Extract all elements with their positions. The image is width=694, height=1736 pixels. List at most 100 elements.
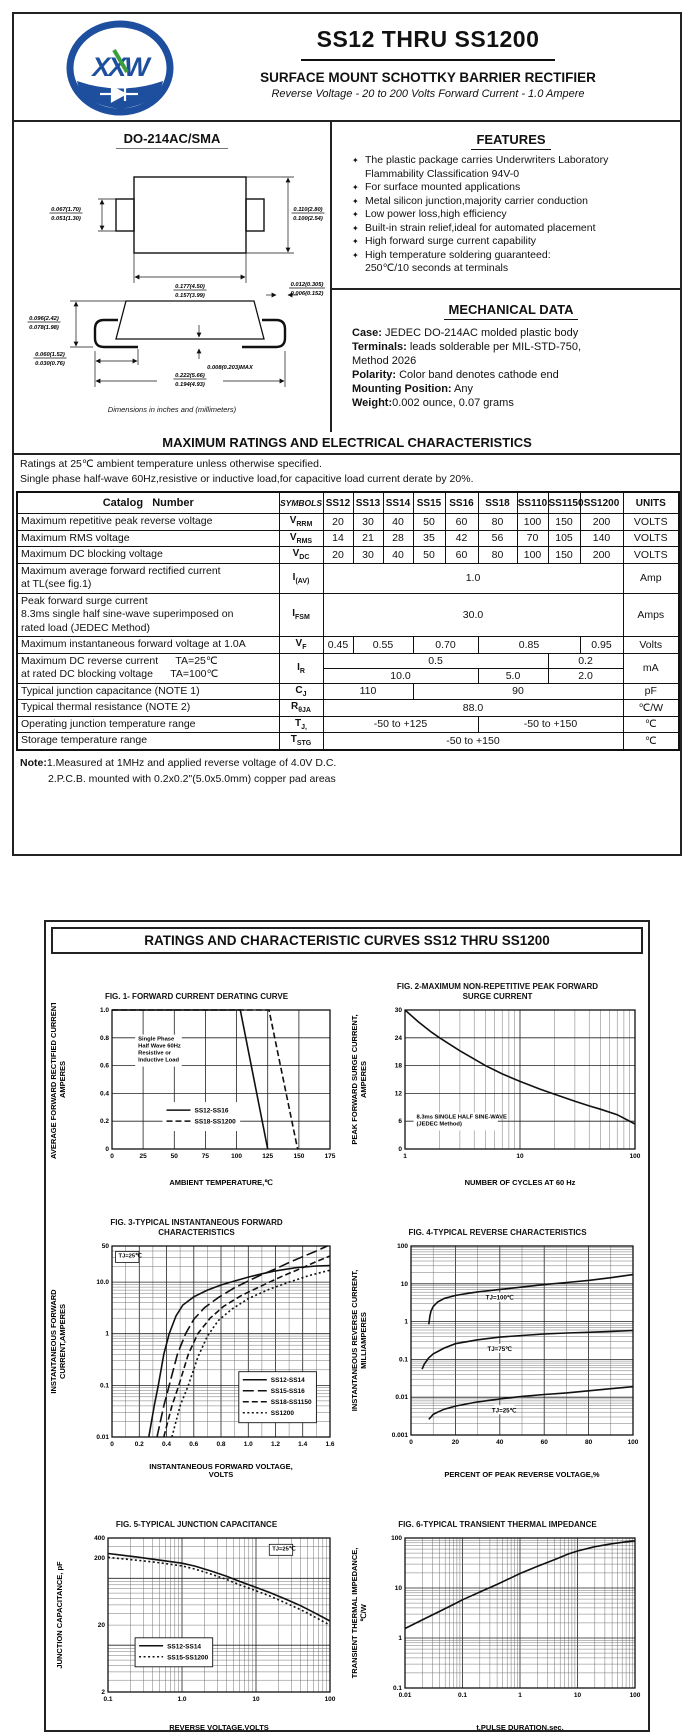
value-cell: 50	[412, 513, 446, 531]
svg-text:1.2: 1.2	[270, 1441, 279, 1448]
svg-text:PEAK FORWARD SURGE CURRENT,AMP: PEAK FORWARD SURGE CURRENT,AMPERES	[350, 1014, 368, 1144]
value-cell: 5.0	[477, 667, 549, 684]
fig3: FIG. 3-TYPICAL INSTANTANEOUS FORWARD CHA…	[48, 1217, 346, 1483]
row-label: Maximum DC reverse current TA=25℃ at rate…	[16, 652, 280, 684]
mechanical-item: Mounting Position: Any	[352, 383, 473, 395]
header: XXW SS12 THRU SS1200 SURFACE MOUNT SCHOT…	[14, 14, 680, 120]
svg-text:REVERSE VOLTAGE,VOLTS: REVERSE VOLTAGE,VOLTS	[169, 1723, 269, 1732]
unit-cell: VOLTS	[622, 513, 680, 531]
logo-text: XXW	[90, 52, 152, 82]
svg-text:0.030(0.76): 0.030(0.76)	[35, 361, 65, 367]
svg-text:0.2: 0.2	[134, 1441, 143, 1448]
value-cell: 50	[412, 546, 446, 564]
fig3-plot: 0 0.2 0.4 0.6 0.8 1.0 1.2 1.4 1.6 0.01 0.1 1 10.0 50 I…	[49, 1243, 335, 1479]
mechanical-list: Case: JEDEC DO-214AC molded plastic body…	[352, 326, 670, 410]
value-cell: 80	[477, 513, 518, 531]
col-header-ss1150: SS1150	[547, 491, 584, 514]
svg-text:10.0: 10.0	[96, 1279, 109, 1286]
svg-text:0.060(1.52): 0.060(1.52)	[35, 352, 65, 358]
ratings-conditions: Ratings at 25℃ ambient temperature unles…	[14, 455, 680, 491]
note-line: Note:1.Measured at 1MHz and applied reve…	[20, 756, 337, 769]
bullet-icon: ✦	[352, 223, 359, 233]
unit-cell: ℃/W	[622, 699, 680, 717]
svg-text:0.6: 0.6	[189, 1441, 198, 1448]
bullet-icon: ✦	[352, 196, 359, 206]
row-symbol: I(AV)	[278, 562, 324, 594]
value-cell: 40	[382, 513, 414, 531]
row-label: Maximum RMS voltage	[16, 529, 280, 547]
value-cell: 30	[352, 546, 384, 564]
svg-text:AVERAGE FORWARD RECTIFIED CURR: AVERAGE FORWARD RECTIFIED CURRENT,AMPERE…	[49, 1003, 67, 1159]
value-cell: 0.70	[412, 636, 479, 654]
value-cell: 42	[444, 529, 479, 547]
svg-text:125: 125	[262, 1153, 273, 1160]
svg-text:30: 30	[394, 1007, 402, 1014]
value-cell: 30	[352, 513, 384, 531]
svg-text:INSTANTANEOUS REVERSE CURRENT,: INSTANTANEOUS REVERSE CURRENT,MILLIAMPER…	[350, 1270, 368, 1411]
bullet-icon: ✦	[352, 210, 359, 219]
unit-cell: ℃	[622, 715, 680, 733]
svg-text:1: 1	[518, 1692, 522, 1699]
svg-text:0.1: 0.1	[103, 1696, 112, 1703]
features-list: ✦ The plastic package carries Underwriter…	[352, 154, 670, 276]
row-symbol: TSTG	[278, 732, 324, 750]
condition-line: Single phase half-wave 60Hz,resistive or…	[20, 473, 474, 485]
bullet-icon: ✦	[352, 250, 359, 260]
unit-cell: ℃	[622, 732, 680, 750]
fig3-series-ss12-ss14	[147, 1264, 330, 1438]
bullet-icon: ✦	[352, 183, 359, 192]
svg-text:0.096(2.42): 0.096(2.42)	[29, 316, 59, 322]
col-header-units: UNITS	[622, 491, 680, 514]
svg-text:INSTANTANEOUS FORWARD VOLTAGE,: INSTANTANEOUS FORWARD VOLTAGE,	[149, 1462, 292, 1471]
value-cell: 0.55	[352, 636, 414, 654]
fig1-title: FIG. 1- FORWARD CURRENT DERATING CURVE	[104, 991, 289, 1001]
svg-text:Single Phase: Single Phase	[138, 1037, 175, 1043]
value-cell: 0.2	[547, 652, 624, 669]
col-header-symbols: SYMBOLS	[278, 491, 324, 514]
svg-text:TJ=100℃: TJ=100℃	[485, 1295, 513, 1302]
svg-text:0: 0	[398, 1146, 402, 1153]
row-symbol: RθJA	[278, 699, 324, 717]
fig3-title: FIG. 3-TYPICAL INSTANTANEOUS FORWARD CHA…	[110, 1218, 283, 1237]
svg-text:0.01: 0.01	[395, 1394, 408, 1401]
package-name: DO-214AC/SMA	[115, 131, 229, 149]
svg-text:2: 2	[101, 1689, 105, 1696]
fig2-plot: 1 10 100 0 6 12 18 24 30 NUMBER OF CYCLES AT 60 H…	[350, 1007, 641, 1187]
col-header-ss13: SS13	[352, 491, 384, 514]
fig4-title: FIG. 4-TYPICAL REVERSE CHARACTERISTICS	[408, 1227, 587, 1237]
svg-text:1.0: 1.0	[99, 1007, 108, 1014]
unit-cell: Amp	[622, 562, 680, 594]
svg-text:25: 25	[139, 1153, 147, 1160]
svg-text:0.1: 0.1	[457, 1692, 466, 1699]
feature-item: ✦ Built-in strain relief,ideal for automa…	[352, 221, 596, 234]
svg-text:0.157(3.99): 0.157(3.99)	[175, 293, 205, 299]
svg-text:0: 0	[105, 1146, 109, 1153]
svg-text:SS18-SS1150: SS18-SS1150	[270, 1399, 311, 1406]
svg-text:50: 50	[170, 1153, 178, 1160]
svg-text:60: 60	[540, 1439, 548, 1446]
col-header-ss14: SS14	[382, 491, 414, 514]
mechanical-item: Polarity: Color band denotes cathode end	[352, 369, 559, 381]
value-cell: 0.85	[477, 636, 581, 654]
title-block: SS12 THRU SS1200 SURFACE MOUNT SCHOTTKY …	[176, 14, 680, 120]
fig5: FIG. 5-TYPICAL JUNCTION CAPACITANCE 0.1 1.…	[48, 1509, 346, 1732]
mechanical-heading: MECHANICAL DATA	[352, 302, 670, 320]
bullet-icon: ✦	[352, 156, 359, 165]
svg-text:0: 0	[110, 1441, 114, 1448]
value-cell: -50 to +150	[477, 715, 624, 733]
value-cell: 2.0	[547, 667, 624, 684]
value-cell: 14	[322, 529, 354, 547]
fig2-title: FIG. 2-MAXIMUM NON-REPETITIVE PEAK FORWA…	[396, 982, 599, 1001]
dim-label-bg	[157, 370, 223, 390]
row-label: Maximum repetitive peak reverse voltage	[16, 513, 280, 531]
svg-text:12: 12	[394, 1090, 402, 1097]
value-cell: 105	[547, 529, 581, 547]
svg-text:0: 0	[110, 1153, 114, 1160]
svg-text:TJ=75℃: TJ=75℃	[487, 1346, 512, 1353]
value-cell: -50 to +150	[322, 732, 624, 750]
feature-item: ✦ High forward surge current capability	[352, 235, 536, 247]
svg-text:8.3ms SINGLE HALF SINE-WAVE: 8.3ms SINGLE HALF SINE-WAVE	[416, 1114, 507, 1120]
svg-text:400: 400	[94, 1535, 105, 1542]
svg-text:SS1200: SS1200	[270, 1410, 294, 1417]
row-symbol: VRRM	[278, 513, 324, 531]
